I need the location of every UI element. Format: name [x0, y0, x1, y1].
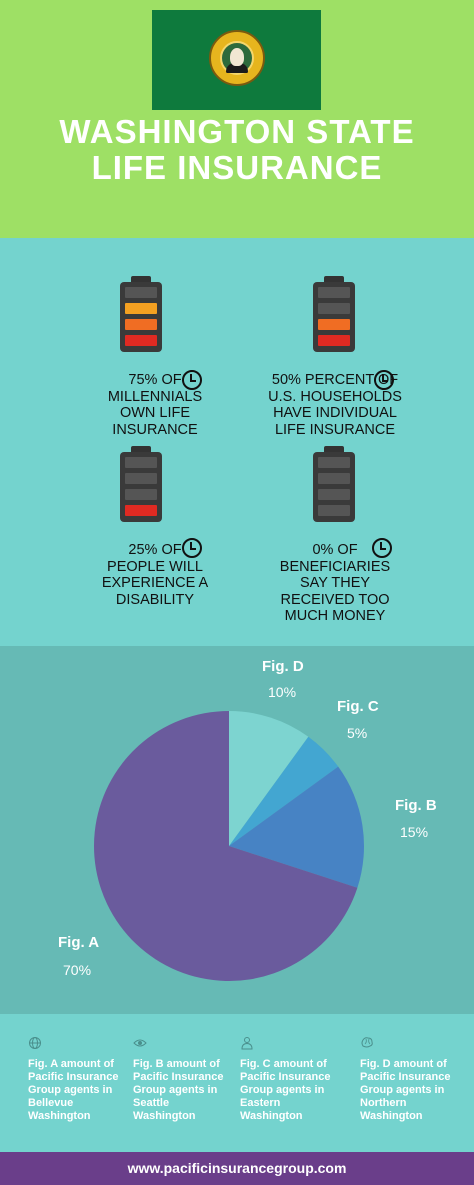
clock-icon — [182, 538, 202, 558]
person-icon — [241, 1037, 253, 1050]
battery-cell — [125, 489, 157, 500]
battery-cell — [318, 457, 350, 468]
battery-cell — [318, 335, 350, 346]
battery-icon — [120, 276, 162, 352]
stat-text: 0% OF BENEFICIARIES SAY THEY RECEIVED TO… — [279, 542, 391, 624]
battery-cell — [125, 335, 157, 346]
stat-text: 50% PERCENT OF U.S. HOUSEHOLDS HAVE INDI… — [268, 372, 402, 438]
battery-cell — [318, 287, 350, 298]
battery-cell — [125, 457, 157, 468]
slice-pct-a: 70% — [63, 962, 92, 978]
slice-label-a: Fig. A — [58, 934, 100, 951]
battery-cell — [125, 303, 157, 314]
legend-text: Fig. C amount of Pacific Insurance Group… — [240, 1058, 331, 1122]
header-section: WASHINGTON STATE LIFE INSURANCE — [0, 0, 474, 238]
slice-pct-b: 15% — [400, 824, 429, 840]
clock-icon — [372, 538, 392, 558]
battery-cell — [318, 319, 350, 330]
battery-icon — [313, 446, 355, 522]
slice-pct-d: 10% — [268, 684, 297, 700]
legend-text: Fig. D amount of Pacific Insurance Group… — [360, 1058, 451, 1122]
battery-cell — [125, 505, 157, 516]
battery-cell — [125, 287, 157, 298]
battery-cell — [318, 473, 350, 484]
slice-label-d: Fig. D — [262, 658, 304, 675]
page-title: WASHINGTON STATE LIFE INSURANCE — [0, 114, 474, 186]
state-seal-icon — [209, 30, 265, 86]
pie-slice-b — [229, 766, 364, 888]
battery-icon — [120, 446, 162, 522]
pie-chart-section: Fig. D 10% Fig. C 5% Fig. B 15% Fig. A 7… — [0, 646, 474, 1014]
stat-text: 75% OF MILLENNIALS OWN LIFE INSURANCE — [107, 372, 203, 438]
clock-icon — [374, 370, 394, 390]
legend-text: Fig. A amount of Pacific Insurance Group… — [28, 1058, 119, 1122]
slice-pct-c: 5% — [347, 725, 368, 741]
eye-icon — [133, 1039, 147, 1047]
clock-icon — [182, 370, 202, 390]
battery-cell — [125, 473, 157, 484]
title-line-1: WASHINGTON STATE — [59, 113, 415, 150]
battery-cell — [318, 303, 350, 314]
slice-label-b: Fig. B — [395, 797, 437, 814]
stat-text: 25% OF PEOPLE WILL EXPERIENCE A DISABILI… — [101, 542, 209, 608]
stats-section: 75% OF MILLENNIALS OWN LIFE INSURANCE 50… — [0, 238, 474, 646]
slice-label-c: Fig. C — [337, 698, 379, 715]
website-link[interactable]: www.pacificinsurancegroup.com — [127, 1160, 347, 1176]
pie-slice-a — [94, 711, 358, 981]
title-line-2: LIFE INSURANCE — [91, 149, 383, 186]
legend-text: Fig. B amount of Pacific Insurance Group… — [133, 1058, 224, 1122]
pie-slice-d — [229, 711, 309, 846]
battery-cell — [318, 505, 350, 516]
battery-cell — [318, 489, 350, 500]
battery-cell — [125, 319, 157, 330]
washington-flag — [152, 10, 321, 110]
legend-section: Fig. A amount of Pacific Insurance Group… — [0, 1014, 474, 1152]
pie-chart — [94, 711, 364, 981]
globe-icon — [29, 1037, 41, 1049]
brain-icon — [361, 1037, 373, 1048]
pie-slice-c — [229, 736, 339, 846]
battery-icon — [313, 276, 355, 352]
footer: www.pacificinsurancegroup.com — [0, 1152, 474, 1185]
